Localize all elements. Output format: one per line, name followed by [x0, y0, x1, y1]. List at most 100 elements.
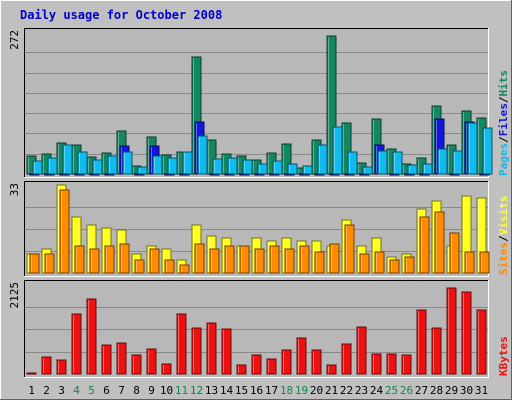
bar-pages [332, 126, 343, 175]
bar-pages [242, 159, 253, 175]
chart-title: Daily usage for October 2008 [20, 8, 222, 22]
bar-kbytes [251, 354, 262, 375]
bar-kbytes [56, 359, 67, 375]
bar-kbytes [386, 353, 397, 375]
bar-sites [44, 253, 55, 274]
bar-sites [119, 243, 130, 274]
bar-kbytes [266, 358, 277, 375]
panel-series-legend: KBytes [497, 336, 510, 376]
bar-kbytes [326, 364, 337, 375]
bar-sites [434, 211, 445, 274]
bar-kbytes [446, 287, 457, 375]
bar-kbytes [161, 363, 172, 375]
bar-pages [137, 166, 148, 175]
bar-kbytes [86, 298, 97, 375]
panel-max-label: 2125 [8, 282, 21, 309]
bar-kbytes [281, 349, 292, 375]
bar-sites [239, 245, 250, 274]
x-tick-label: 4 [73, 384, 80, 397]
bar-pages [482, 127, 493, 175]
chart-panels: 272Pages/Files/Hits33Sites/Visits2125KBy… [8, 28, 510, 378]
x-tick-label: 25 [385, 384, 398, 397]
legend-separator: / [497, 136, 510, 143]
x-tick-label: 17 [265, 384, 278, 397]
x-tick-label: 14 [220, 384, 234, 397]
x-tick-label: 30 [460, 384, 473, 397]
x-tick-label: 7 [118, 384, 125, 397]
x-tick-label: 21 [325, 384, 338, 397]
x-tick-label: 29 [445, 384, 458, 397]
bar-sites [299, 245, 310, 274]
bar-kbytes [431, 327, 442, 375]
bar-pages [107, 155, 118, 175]
x-tick-label: 8 [133, 384, 140, 397]
bar-sites [29, 253, 40, 274]
bar-kbytes [146, 348, 157, 375]
x-tick-label: 19 [295, 384, 308, 397]
x-tick-label: 31 [475, 384, 488, 397]
x-axis-labels: 1 2 3 4 5 6 7 8 9 10 11 12 13 14 15 16 17 18 19 20 21 22 23 24 2… [28, 384, 488, 397]
bar-pages [152, 155, 163, 175]
bar-sites [134, 259, 145, 274]
bar-pages [317, 144, 328, 175]
bar-sites [149, 248, 160, 274]
legend-hits: Hits [497, 70, 510, 97]
bar-kbytes [191, 327, 202, 375]
panel-background [24, 28, 489, 178]
bar-pages [227, 157, 238, 175]
bar-sites [464, 251, 475, 274]
x-tick-label: 16 [250, 384, 263, 397]
bar-pages [437, 148, 448, 175]
bar-pages [302, 165, 313, 175]
bar-sites [284, 248, 295, 274]
bar-sites [479, 251, 490, 274]
legend-kbytes: KBytes [497, 336, 510, 376]
x-tick-label: 12 [190, 384, 203, 397]
bar-pages [32, 160, 43, 175]
panel-series-legend: Pages/Files/Hits [497, 70, 510, 176]
x-tick-label: 26 [400, 384, 413, 397]
bar-kbytes [116, 342, 127, 375]
bar-pages [452, 150, 463, 175]
bar-sites [419, 216, 430, 274]
legend-separator: / [497, 96, 510, 103]
bar-pages [182, 151, 193, 175]
bar-sites [344, 224, 355, 274]
bar-pages [62, 144, 73, 175]
x-tick-label: 13 [205, 384, 218, 397]
bar-kbytes [296, 337, 307, 375]
x-tick-label: 2 [43, 384, 50, 397]
bar-sites [224, 245, 235, 274]
bar-pages [197, 135, 208, 175]
x-tick-label: 27 [415, 384, 428, 397]
x-tick-label: 24 [370, 384, 384, 397]
bar-kbytes [41, 356, 52, 375]
bar-sites [209, 248, 220, 274]
bar-kbytes [71, 313, 82, 375]
bar-sites [449, 232, 460, 274]
bar-sites [269, 245, 280, 274]
bar-pages [422, 163, 433, 175]
bar-sites [179, 264, 190, 274]
bar-sites [389, 259, 400, 274]
bar-kbytes [26, 372, 37, 375]
x-tick-label: 11 [175, 384, 188, 397]
bar-pages [347, 151, 358, 175]
bar-sites [164, 259, 175, 274]
bar-sites [374, 251, 385, 274]
bar-pages [77, 151, 88, 175]
bar-pages [122, 151, 133, 175]
bar-pages [167, 157, 178, 175]
bar-kbytes [341, 343, 352, 375]
bar-kbytes [461, 291, 472, 375]
x-tick-label: 20 [310, 384, 323, 397]
bar-pages [92, 159, 103, 175]
bar-sites [254, 248, 265, 274]
x-tick-label: 3 [58, 384, 65, 397]
legend-files: Files [497, 103, 510, 136]
legend-separator: / [497, 235, 510, 242]
bar-pages [377, 150, 388, 175]
panel-max-label: 33 [8, 183, 21, 196]
